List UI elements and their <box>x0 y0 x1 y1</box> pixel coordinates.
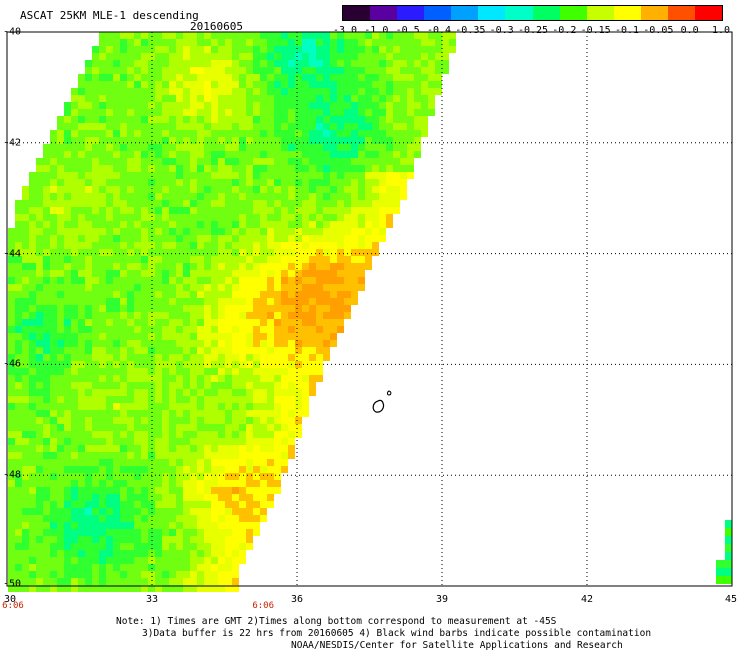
color-scale-swatch <box>478 6 506 20</box>
product-title: ASCAT 25KM MLE-1 descending <box>20 9 199 22</box>
color-scale-swatch <box>451 6 479 20</box>
latitude-label: -40 <box>3 26 22 38</box>
latitude-label: -48 <box>3 469 22 481</box>
color-scale-label: -0.05 <box>643 25 674 36</box>
color-scale-label: 0.0 <box>680 25 699 36</box>
longitude-label: 42 <box>580 594 594 605</box>
color-scale-swatch <box>667 6 696 20</box>
longitude-label: 45 <box>724 594 738 605</box>
note-line-2: 3)Data buffer is 22 hrs from 20160605 4)… <box>142 628 652 639</box>
color-scale-label: -0.15 <box>580 25 611 36</box>
note-line-3: NOAA/NESDIS/Center for Satellite Applica… <box>291 640 623 651</box>
time-label: 6:06 <box>2 601 24 611</box>
color-scale-swatch <box>613 6 641 20</box>
color-scale-swatch <box>640 6 668 20</box>
island-outline <box>372 390 392 413</box>
longitude-label: 36 <box>290 594 304 605</box>
color-scale-swatch <box>586 6 614 20</box>
color-scale-swatch <box>370 6 398 20</box>
color-scale-swatch <box>505 6 533 20</box>
longitude-label: 39 <box>435 594 449 605</box>
color-scale-swatch <box>424 6 452 20</box>
map-frame <box>6 31 733 587</box>
color-scale-swatch <box>559 6 587 20</box>
color-scale-label: -1.0 <box>364 25 389 36</box>
color-scale-swatch <box>532 6 560 20</box>
color-scale-label: -0.4 <box>426 25 452 36</box>
color-scale-swatch <box>695 6 723 20</box>
color-scale-bar <box>342 5 723 21</box>
latitude-label: -46 <box>3 358 22 370</box>
time-label: 6:06 <box>252 601 274 611</box>
longitude-label: 33 <box>145 594 159 605</box>
color-scale-label: -0.1 <box>614 25 640 36</box>
note-line-1: Note: 1) Times are GMT 2)Times along bot… <box>116 616 557 627</box>
color-scale-swatch <box>397 6 425 20</box>
latitude-label: -44 <box>3 248 22 260</box>
color-scale-label: 1.0 <box>711 25 731 36</box>
color-scale-label: -0.2 <box>552 25 577 36</box>
latitude-label: -42 <box>3 137 22 149</box>
longitude-label: 30 <box>3 594 17 605</box>
color-scale-label: -3.0 <box>332 25 358 36</box>
color-scale-label: -0.3 <box>489 25 514 36</box>
data-swath-edge <box>716 520 732 584</box>
data-swath <box>8 32 456 592</box>
color-scale-label: -0.5 <box>395 25 420 36</box>
product-date: 20160605 <box>190 20 243 33</box>
color-scale-label: -0.25 <box>517 25 549 36</box>
color-scale-label: -0.35 <box>455 25 486 36</box>
latitude-label: -50 <box>3 578 22 590</box>
color-scale-swatch <box>343 6 371 20</box>
